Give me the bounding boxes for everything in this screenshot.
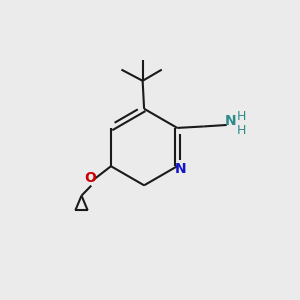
Text: O: O <box>84 171 96 185</box>
Text: N: N <box>175 161 187 176</box>
Text: H: H <box>237 110 246 123</box>
Text: N: N <box>225 114 237 128</box>
Text: H: H <box>237 124 246 137</box>
